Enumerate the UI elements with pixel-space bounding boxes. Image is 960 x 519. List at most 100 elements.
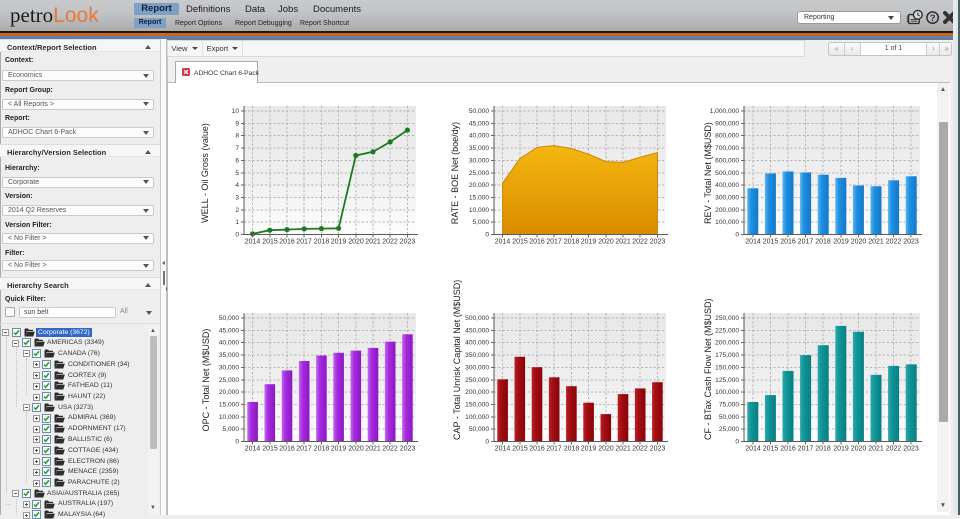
svg-text:100,000: 100,000: [715, 219, 739, 226]
svg-text:45,000: 45,000: [219, 328, 240, 335]
svg-text:5,000: 5,000: [222, 426, 239, 433]
svg-text:45,000: 45,000: [469, 121, 490, 128]
svg-text:25,000: 25,000: [219, 377, 240, 384]
svg-text:2022: 2022: [382, 446, 398, 453]
svg-text:7: 7: [235, 145, 239, 152]
svg-text:100,000: 100,000: [715, 389, 739, 396]
svg-text:15,000: 15,000: [219, 402, 240, 409]
svg-text:2019: 2019: [331, 446, 347, 453]
svg-text:20,000: 20,000: [469, 182, 490, 189]
svg-text:300,000: 300,000: [715, 195, 739, 202]
svg-text:2014: 2014: [745, 239, 761, 246]
svg-text:2015: 2015: [262, 239, 278, 246]
svg-text:2019: 2019: [331, 239, 347, 246]
svg-text:30,000: 30,000: [219, 365, 240, 372]
svg-text:9: 9: [235, 121, 239, 128]
svg-text:75,000: 75,000: [719, 402, 740, 409]
svg-text:200,000: 200,000: [715, 340, 739, 347]
svg-text:2020: 2020: [598, 446, 614, 453]
svg-text:450,000: 450,000: [465, 328, 489, 335]
svg-text:5,000: 5,000: [472, 219, 489, 226]
svg-text:500,000: 500,000: [465, 315, 489, 322]
svg-text:8: 8: [235, 133, 239, 140]
svg-text:400,000: 400,000: [715, 182, 739, 189]
svg-text:200,000: 200,000: [715, 207, 739, 214]
svg-text:2023: 2023: [650, 239, 666, 246]
svg-text:20,000: 20,000: [219, 389, 240, 396]
svg-text:600,000: 600,000: [715, 158, 739, 165]
svg-text:?: ?: [930, 13, 936, 24]
svg-text:2018: 2018: [815, 239, 831, 246]
svg-text:0: 0: [235, 232, 239, 239]
svg-text:2016: 2016: [279, 239, 295, 246]
svg-text:2021: 2021: [365, 239, 381, 246]
svg-text:0: 0: [735, 439, 739, 446]
svg-text:2016: 2016: [279, 446, 295, 453]
svg-text:2015: 2015: [512, 239, 528, 246]
svg-text:2020: 2020: [598, 239, 614, 246]
svg-text:2021: 2021: [868, 446, 884, 453]
svg-text:500,000: 500,000: [715, 170, 739, 177]
svg-text:2023: 2023: [903, 446, 919, 453]
svg-text:1,000,000: 1,000,000: [710, 108, 740, 115]
svg-text:25,000: 25,000: [719, 426, 740, 433]
svg-text:2018: 2018: [815, 446, 831, 453]
svg-text:900,000: 900,000: [715, 121, 739, 128]
svg-text:2020: 2020: [851, 446, 867, 453]
svg-text:15,000: 15,000: [469, 195, 490, 202]
svg-text:2021: 2021: [615, 239, 631, 246]
svg-text:250,000: 250,000: [465, 377, 489, 384]
svg-text:2018: 2018: [564, 446, 580, 453]
svg-text:30,000: 30,000: [469, 158, 490, 165]
svg-text:225,000: 225,000: [715, 328, 739, 335]
svg-text:0: 0: [735, 232, 739, 239]
svg-text:0: 0: [235, 439, 239, 446]
svg-text:800,000: 800,000: [715, 133, 739, 140]
svg-text:6: 6: [235, 158, 239, 165]
svg-text:2014: 2014: [245, 446, 261, 453]
svg-text:40,000: 40,000: [469, 133, 490, 140]
svg-text:2017: 2017: [296, 446, 312, 453]
svg-text:2022: 2022: [632, 239, 648, 246]
svg-text:50,000: 50,000: [469, 108, 490, 115]
svg-text:50,000: 50,000: [469, 426, 490, 433]
svg-text:150,000: 150,000: [465, 402, 489, 409]
svg-text:25,000: 25,000: [469, 170, 490, 177]
svg-text:0: 0: [485, 439, 489, 446]
svg-text:2014: 2014: [745, 446, 761, 453]
svg-text:10: 10: [232, 108, 240, 115]
svg-text:35,000: 35,000: [219, 352, 240, 359]
svg-text:2014: 2014: [495, 446, 511, 453]
svg-text:2015: 2015: [262, 446, 278, 453]
svg-text:50,000: 50,000: [219, 315, 240, 322]
svg-text:2015: 2015: [763, 446, 779, 453]
svg-text:350,000: 350,000: [465, 352, 489, 359]
svg-text:2023: 2023: [903, 239, 919, 246]
svg-text:2020: 2020: [348, 446, 364, 453]
svg-text:1: 1: [235, 219, 239, 226]
svg-text:2017: 2017: [546, 239, 562, 246]
svg-text:40,000: 40,000: [219, 340, 240, 347]
svg-text:2017: 2017: [798, 446, 814, 453]
svg-text:2017: 2017: [296, 239, 312, 246]
svg-text:2016: 2016: [780, 239, 796, 246]
svg-text:2015: 2015: [763, 239, 779, 246]
svg-text:2021: 2021: [365, 446, 381, 453]
svg-text:2014: 2014: [495, 239, 511, 246]
svg-text:2016: 2016: [529, 239, 545, 246]
svg-text:2022: 2022: [886, 446, 902, 453]
svg-text:2022: 2022: [382, 239, 398, 246]
svg-text:125,000: 125,000: [715, 377, 739, 384]
svg-text:2016: 2016: [780, 446, 796, 453]
svg-text:4: 4: [235, 182, 239, 189]
svg-text:10,000: 10,000: [219, 414, 240, 421]
svg-text:2019: 2019: [581, 239, 597, 246]
svg-text:100,000: 100,000: [465, 414, 489, 421]
svg-text:250,000: 250,000: [715, 315, 739, 322]
svg-text:2014: 2014: [245, 239, 261, 246]
svg-text:2021: 2021: [868, 239, 884, 246]
svg-text:2019: 2019: [833, 446, 849, 453]
svg-text:2023: 2023: [400, 446, 416, 453]
svg-text:2017: 2017: [798, 239, 814, 246]
svg-text:2018: 2018: [564, 239, 580, 246]
